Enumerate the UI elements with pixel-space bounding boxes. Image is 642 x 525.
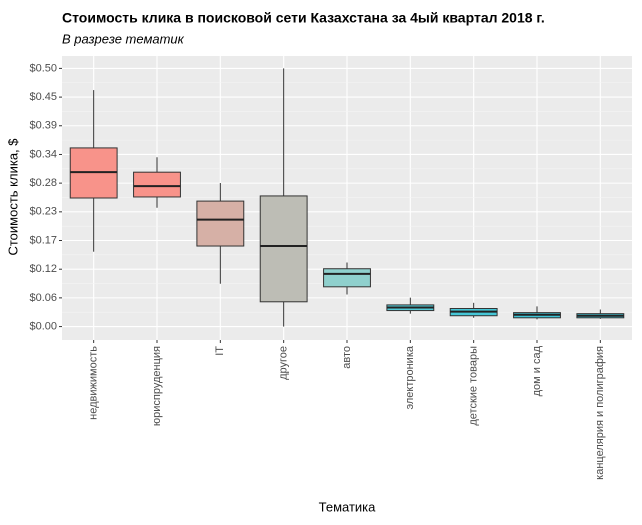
y-axis-label: Стоимость клика, $ (5, 138, 20, 256)
y-tick-label: $0.12 (29, 263, 57, 275)
box (323, 268, 371, 288)
x-tick-label: детские товары (468, 346, 480, 426)
chart-subtitle: В разрезе тематик (62, 31, 185, 46)
x-tick-label: электроника (404, 345, 416, 409)
y-tick-label: $0.50 (29, 62, 57, 74)
y-tick-label: $0.23 (29, 206, 57, 218)
y-tick-label: $0.45 (29, 91, 57, 103)
x-tick-label: канцелярия и полиграфия (594, 346, 606, 480)
x-tick-label: IT (214, 346, 226, 356)
x-tick-label: авто (341, 346, 353, 369)
box (259, 195, 308, 303)
x-tick-label: дом и сад (531, 345, 543, 396)
y-tick-label: $0.00 (29, 320, 57, 332)
x-tick-label: юриспруденция (151, 346, 163, 426)
y-tick-label: $0.17 (29, 234, 57, 246)
x-axis-label: Тематика (319, 499, 377, 514)
y-tick-label: $0.28 (29, 177, 57, 189)
box (133, 171, 181, 198)
x-tick-label: другое (278, 346, 290, 380)
x-tick-label: недвижимость (88, 346, 100, 420)
y-tick-label: $0.39 (29, 120, 57, 132)
box (196, 200, 245, 247)
y-tick-label: $0.34 (29, 148, 57, 160)
y-tick-label: $0.06 (29, 292, 57, 304)
chart-title: Стоимость клика в поисковой сети Казахст… (62, 10, 545, 26)
